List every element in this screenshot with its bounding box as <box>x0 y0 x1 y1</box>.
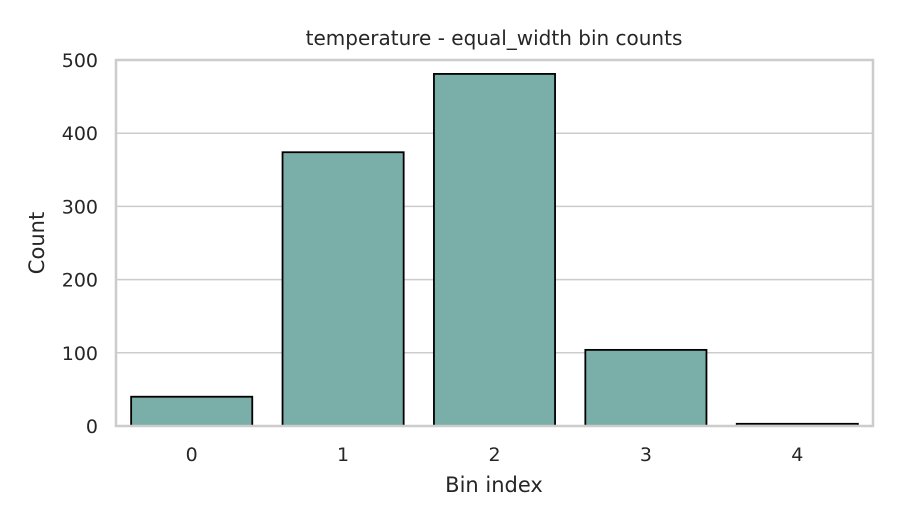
x-tick-label: 3 <box>640 444 652 466</box>
x-tick-labels: 0 1 2 3 4 <box>186 444 804 466</box>
y-tick-label: 200 <box>62 270 98 292</box>
bar <box>433 73 556 427</box>
y-tick-label: 0 <box>86 416 98 438</box>
y-tick-label: 100 <box>62 343 98 365</box>
bar <box>584 348 708 427</box>
bar <box>130 395 254 427</box>
y-tick-label: 300 <box>62 196 98 218</box>
x-axis-label: Bin index <box>445 473 543 497</box>
y-tick-labels: 0 100 200 300 400 500 <box>62 50 98 438</box>
y-axis-label: Count <box>25 212 49 274</box>
x-tick-label: 0 <box>186 444 198 466</box>
x-tick-label: 4 <box>791 444 803 466</box>
bars <box>130 73 859 427</box>
plot-frame <box>114 58 875 428</box>
bar <box>281 151 405 427</box>
y-tick-label: 400 <box>62 123 98 145</box>
y-tick-label: 500 <box>62 50 98 72</box>
x-tick-label: 1 <box>337 444 349 466</box>
chart-title: temperature - equal_width bin counts <box>306 26 683 50</box>
x-tick-label: 2 <box>488 444 500 466</box>
